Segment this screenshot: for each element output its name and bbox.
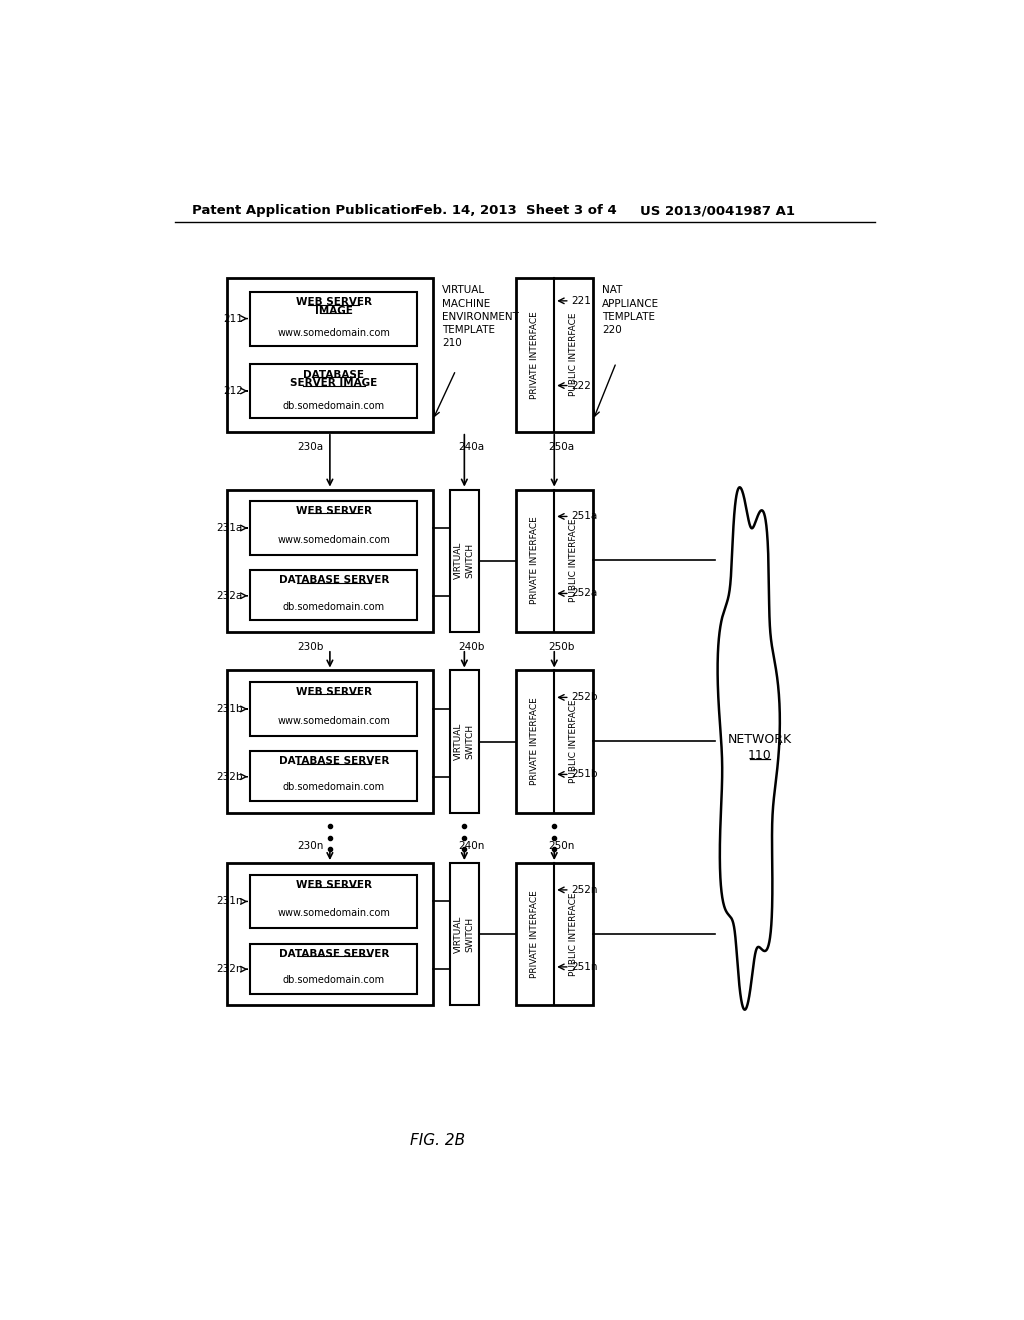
Bar: [251, 751, 417, 801]
Text: 211: 211: [223, 314, 243, 323]
Bar: [515, 490, 593, 632]
Text: VIRTUAL
SWITCH: VIRTUAL SWITCH: [455, 723, 474, 760]
Bar: [450, 490, 479, 632]
Text: PUBLIC INTERFACE: PUBLIC INTERFACE: [569, 700, 579, 783]
Text: 232b: 232b: [216, 772, 243, 781]
Text: FIG. 2B: FIG. 2B: [411, 1133, 466, 1147]
Text: db.somedomain.com: db.somedomain.com: [283, 602, 385, 611]
Text: VIRTUAL
MACHINE
ENVIRONMENT
TEMPLATE
210: VIRTUAL MACHINE ENVIRONMENT TEMPLATE 210: [442, 285, 519, 348]
Text: 240n: 240n: [458, 841, 484, 851]
Text: 231b: 231b: [216, 704, 243, 714]
Text: VIRTUAL
SWITCH: VIRTUAL SWITCH: [455, 916, 474, 953]
Text: 221: 221: [571, 296, 591, 306]
Text: US 2013/0041987 A1: US 2013/0041987 A1: [640, 205, 795, 218]
Bar: [515, 863, 593, 1006]
Text: PRIVATE INTERFACE: PRIVATE INTERFACE: [530, 890, 540, 978]
Text: 230n: 230n: [297, 841, 324, 851]
Text: 231n: 231n: [216, 896, 243, 907]
Polygon shape: [718, 487, 780, 1010]
Text: PRIVATE INTERFACE: PRIVATE INTERFACE: [530, 312, 540, 399]
Text: IMAGE: IMAGE: [314, 306, 352, 315]
Text: DATABASE: DATABASE: [303, 370, 365, 380]
Bar: [251, 875, 417, 928]
Text: PRIVATE INTERFACE: PRIVATE INTERFACE: [530, 516, 540, 605]
Text: 250b: 250b: [548, 643, 574, 652]
Text: NAT
APPLIANCE
TEMPLATE
220: NAT APPLIANCE TEMPLATE 220: [602, 285, 659, 335]
Text: 222: 222: [571, 380, 591, 391]
Text: 251n: 251n: [571, 962, 598, 972]
Bar: [251, 364, 417, 418]
Bar: [450, 863, 479, 1006]
Text: PRIVATE INTERFACE: PRIVATE INTERFACE: [530, 697, 540, 785]
Text: VIRTUAL
SWITCH: VIRTUAL SWITCH: [455, 543, 474, 579]
Text: 250n: 250n: [548, 841, 574, 851]
Text: PUBLIC INTERFACE: PUBLIC INTERFACE: [569, 892, 579, 975]
Text: 240a: 240a: [458, 442, 484, 453]
Text: 231a: 231a: [216, 523, 243, 533]
Bar: [227, 863, 432, 1006]
Text: www.somedomain.com: www.somedomain.com: [278, 908, 390, 917]
Bar: [515, 277, 593, 432]
Text: Feb. 14, 2013  Sheet 3 of 4: Feb. 14, 2013 Sheet 3 of 4: [415, 205, 616, 218]
Text: NETWORK: NETWORK: [728, 733, 792, 746]
Text: www.somedomain.com: www.somedomain.com: [278, 715, 390, 726]
Text: 230b: 230b: [297, 643, 324, 652]
Text: 251b: 251b: [571, 770, 598, 779]
Text: WEB SERVER: WEB SERVER: [296, 297, 372, 308]
Bar: [450, 671, 479, 813]
Bar: [515, 671, 593, 813]
Text: 110: 110: [748, 750, 771, 763]
Bar: [227, 277, 432, 432]
Text: WEB SERVER: WEB SERVER: [296, 506, 372, 516]
Text: 230a: 230a: [297, 442, 324, 453]
Text: 252a: 252a: [571, 589, 598, 598]
Bar: [251, 292, 417, 346]
Text: 240b: 240b: [458, 643, 484, 652]
Text: 250a: 250a: [548, 442, 574, 453]
Text: 251a: 251a: [571, 511, 598, 521]
Text: www.somedomain.com: www.somedomain.com: [278, 535, 390, 545]
Text: 252b: 252b: [571, 693, 598, 702]
Bar: [251, 570, 417, 620]
Bar: [227, 671, 432, 813]
Text: 232a: 232a: [216, 591, 243, 601]
Text: SERVER IMAGE: SERVER IMAGE: [290, 379, 378, 388]
Bar: [227, 490, 432, 632]
Text: db.somedomain.com: db.somedomain.com: [283, 975, 385, 985]
Text: WEB SERVER: WEB SERVER: [296, 879, 372, 890]
Text: WEB SERVER: WEB SERVER: [296, 686, 372, 697]
Text: DATABASE SERVER: DATABASE SERVER: [279, 756, 389, 767]
Bar: [251, 682, 417, 737]
Text: DATABASE SERVER: DATABASE SERVER: [279, 576, 389, 585]
Text: www.somedomain.com: www.somedomain.com: [278, 329, 390, 338]
Text: PUBLIC INTERFACE: PUBLIC INTERFACE: [569, 519, 579, 602]
Bar: [251, 944, 417, 994]
Bar: [251, 502, 417, 554]
Text: PUBLIC INTERFACE: PUBLIC INTERFACE: [569, 313, 579, 396]
Text: db.somedomain.com: db.somedomain.com: [283, 783, 385, 792]
Text: 252n: 252n: [571, 884, 598, 895]
Text: 232n: 232n: [216, 964, 243, 974]
Text: DATABASE SERVER: DATABASE SERVER: [279, 949, 389, 958]
Text: db.somedomain.com: db.somedomain.com: [283, 400, 385, 411]
Text: Patent Application Publication: Patent Application Publication: [191, 205, 419, 218]
Text: 212: 212: [223, 385, 243, 396]
